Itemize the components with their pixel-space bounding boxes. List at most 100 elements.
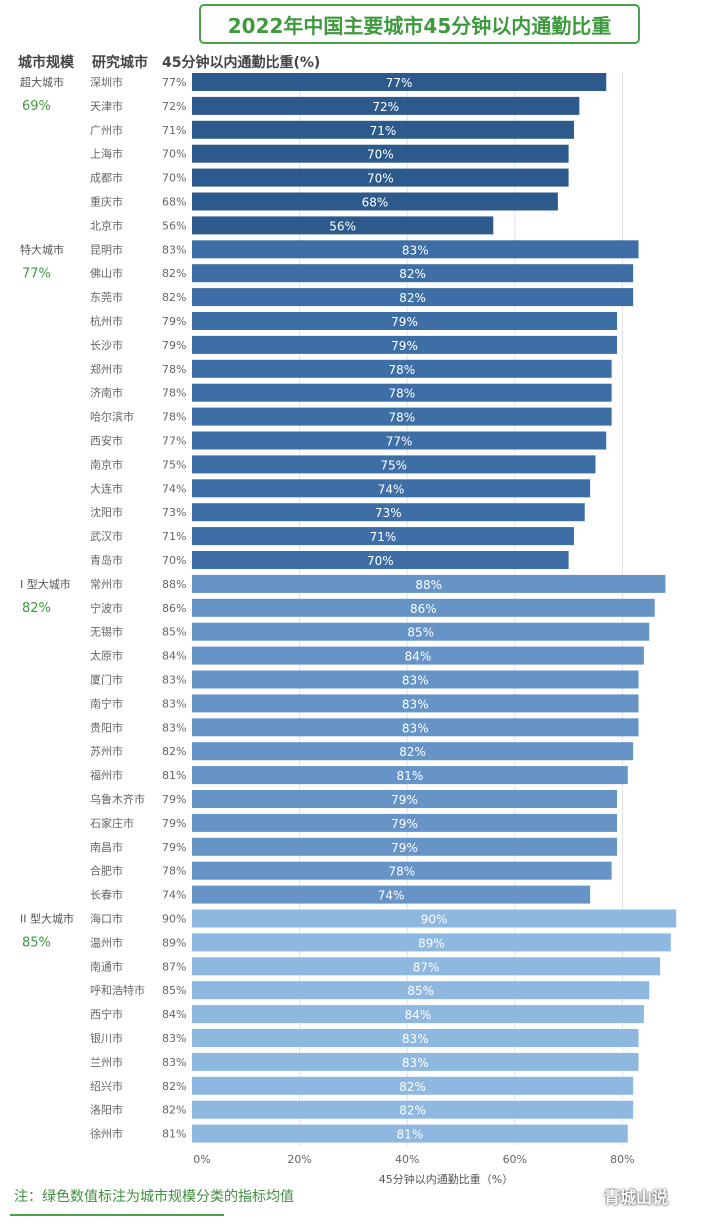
x-tick-label: 80%	[610, 1153, 634, 1166]
city-label: 宁波市	[90, 601, 123, 615]
city-label: 温州市	[90, 935, 123, 949]
bar-data-label: 82%	[399, 267, 426, 281]
bar-data-label: 78%	[388, 387, 415, 401]
value-label: 82%	[162, 745, 186, 758]
value-label: 71%	[162, 124, 186, 137]
city-label: 徐州市	[90, 1127, 123, 1141]
city-label: 银川市	[90, 1031, 123, 1045]
value-label: 84%	[162, 1008, 186, 1021]
value-label: 84%	[162, 650, 186, 663]
bar-data-label: 82%	[399, 1080, 426, 1094]
bar-data-label: 71%	[370, 124, 397, 138]
value-label: 75%	[162, 458, 186, 471]
x-axis-title: 45分钟以内通勤比重（%）	[379, 1172, 513, 1186]
city-label: 佛山市	[90, 266, 123, 280]
bar	[192, 96, 580, 115]
city-label: 南宁市	[90, 696, 123, 710]
city-label: 绍兴市	[90, 1079, 123, 1093]
bar	[192, 837, 618, 856]
city-label: 郑州市	[90, 362, 123, 376]
column-header: 城市规模	[18, 54, 75, 71]
city-label: 常州市	[90, 577, 123, 591]
bar	[192, 383, 612, 402]
bar-data-label: 79%	[391, 841, 418, 855]
bar-data-label: 77%	[386, 435, 413, 449]
value-label: 83%	[162, 674, 186, 687]
value-label: 77%	[162, 435, 186, 448]
city-label: 大连市	[90, 481, 123, 495]
value-label: 83%	[162, 721, 186, 734]
bar	[192, 168, 569, 187]
bar	[192, 813, 618, 832]
bar-data-label: 70%	[367, 148, 394, 162]
bar	[192, 1029, 639, 1047]
city-label: 长沙市	[90, 338, 123, 352]
bar	[192, 1124, 628, 1143]
bar	[192, 646, 644, 665]
bar	[192, 742, 634, 761]
bar	[192, 670, 639, 689]
bar	[192, 1076, 634, 1095]
city-label: 苏州市	[90, 744, 123, 758]
value-label: 86%	[162, 602, 186, 615]
bar	[192, 144, 569, 163]
city-label: 南通市	[90, 959, 123, 973]
group-label: 超大城市	[20, 75, 64, 89]
bar-data-label: 78%	[388, 865, 415, 879]
bar-data-label: 84%	[405, 1008, 432, 1022]
value-label: 78%	[162, 363, 186, 376]
bar-data-label: 82%	[399, 1104, 426, 1118]
city-label: 上海市	[90, 147, 123, 161]
city-label: 福州市	[90, 768, 123, 782]
city-label: 深圳市	[90, 75, 123, 89]
bar	[192, 73, 607, 91]
value-label: 74%	[162, 889, 186, 902]
bar-data-label: 82%	[399, 291, 426, 305]
bar	[192, 1052, 639, 1071]
bar	[192, 574, 666, 593]
value-label: 78%	[162, 387, 186, 400]
bar-data-label: 81%	[397, 769, 424, 783]
value-label: 70%	[162, 148, 186, 161]
bar	[192, 981, 650, 1000]
bar-data-label: 82%	[399, 745, 426, 759]
bar-data-label: 83%	[402, 1056, 429, 1070]
value-label: 79%	[162, 817, 186, 830]
city-label: 兰州市	[90, 1055, 123, 1069]
value-label: 70%	[162, 172, 186, 185]
value-label: 90%	[162, 913, 186, 926]
bar	[192, 335, 618, 354]
bar-data-label: 74%	[378, 482, 405, 496]
bar-data-label: 71%	[370, 530, 397, 544]
bar	[192, 264, 634, 283]
bar-data-label: 79%	[391, 793, 418, 807]
bar-data-label: 70%	[367, 554, 394, 568]
city-label: 昆明市	[90, 242, 123, 256]
footnote: 注：绿色数值标注为城市规模分类的指标均值	[14, 1189, 294, 1205]
bar	[192, 861, 612, 880]
group-label: 特大城市	[20, 242, 64, 256]
value-label: 77%	[162, 76, 186, 89]
value-label: 88%	[162, 578, 186, 591]
bar-data-label: 83%	[402, 1032, 429, 1046]
bar	[192, 431, 607, 450]
bar-data-label: 79%	[391, 817, 418, 831]
bar-data-label: 70%	[367, 172, 394, 186]
x-tick-label: 60%	[503, 1153, 527, 1166]
bar	[192, 359, 612, 378]
city-label: 成都市	[90, 171, 123, 185]
city-label: 武汉市	[90, 529, 123, 543]
bar-data-label: 74%	[378, 889, 405, 903]
bar-data-label: 78%	[388, 411, 415, 425]
value-label: 79%	[162, 793, 186, 806]
city-label: 长春市	[90, 888, 123, 902]
bar	[192, 192, 558, 211]
bar-data-label: 73%	[375, 506, 402, 520]
bar	[192, 957, 661, 976]
bar	[192, 909, 677, 928]
value-label: 83%	[162, 243, 186, 256]
bar	[192, 885, 591, 904]
value-label: 72%	[162, 100, 186, 113]
bar	[192, 455, 596, 474]
bar-data-label: 77%	[386, 76, 413, 90]
